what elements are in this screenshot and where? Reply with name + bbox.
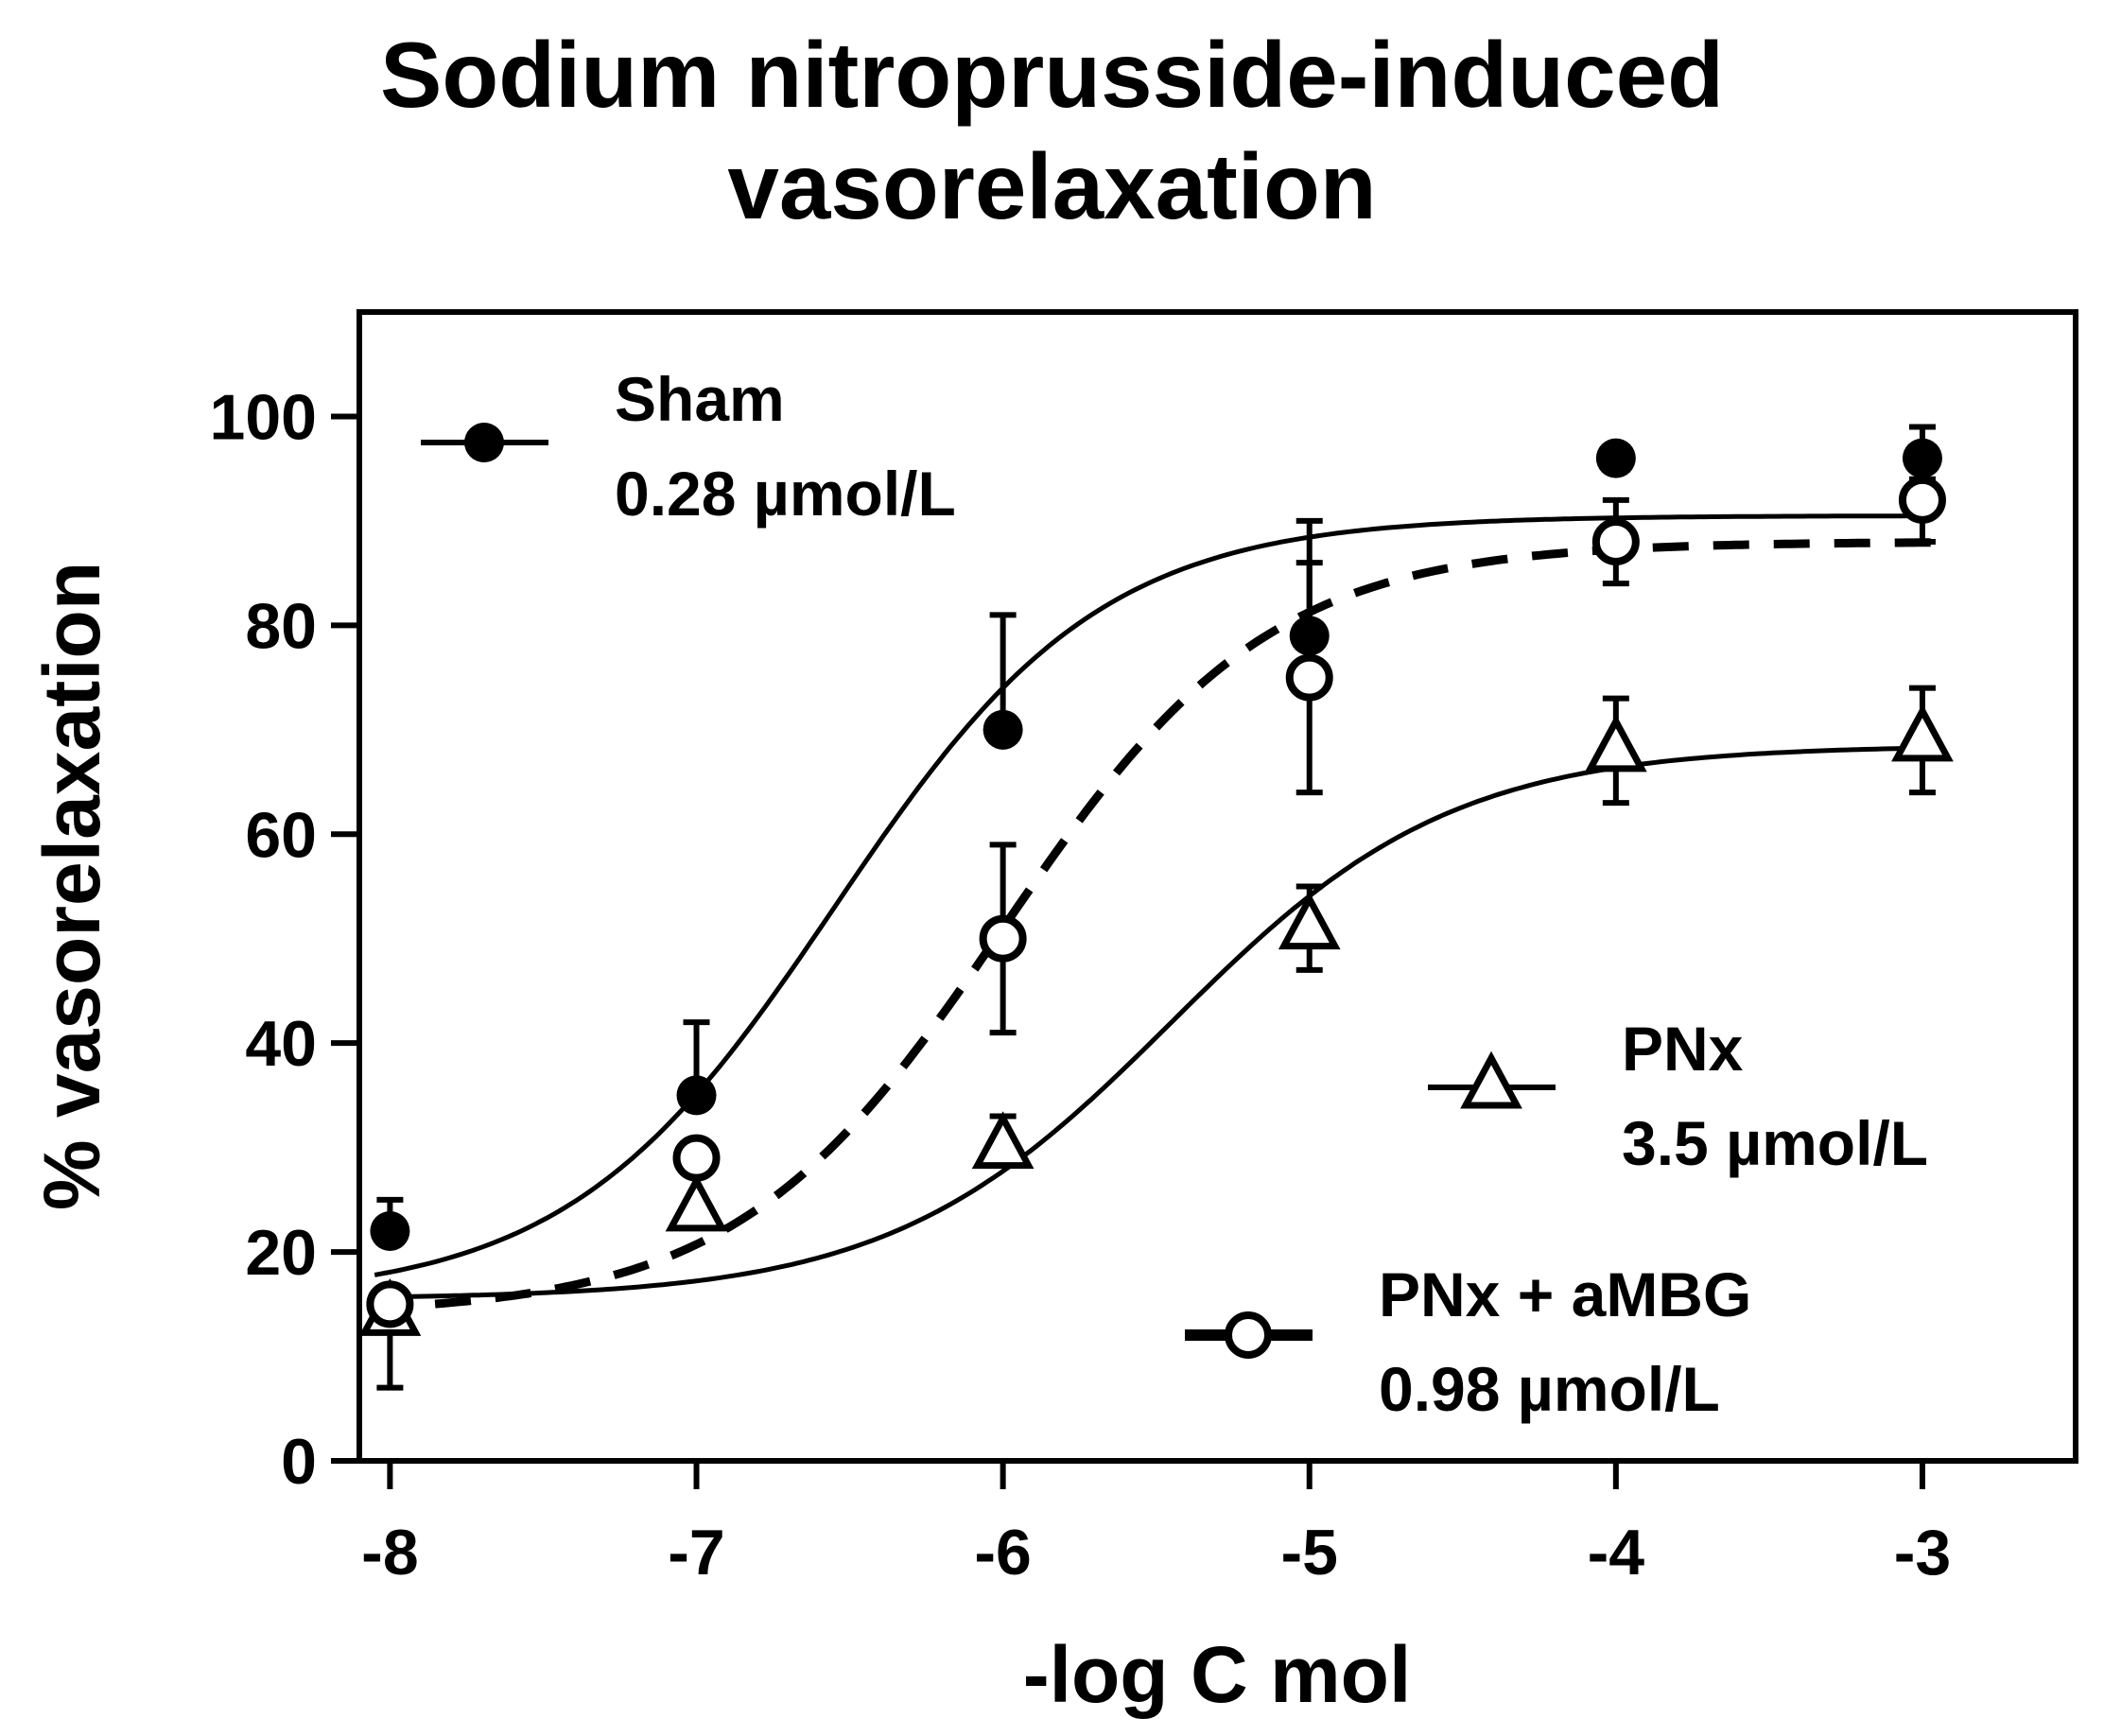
- legend-pnx-label: PNx: [1622, 1014, 1744, 1084]
- pnx-fit-curve: [374, 745, 1939, 1300]
- y-axis-title: % vasorelaxation: [27, 562, 116, 1210]
- sham-point: [1289, 616, 1330, 656]
- y-tick-label: 60: [245, 799, 317, 871]
- sham-point: [1595, 438, 1636, 478]
- pnx-point: [971, 1111, 1035, 1170]
- chart-title: Sodium nitroprusside-induced vasorelaxat…: [0, 19, 2104, 242]
- pnx-ambg-fit-curve: [374, 538, 1939, 1312]
- y-tick-label: 40: [245, 1008, 317, 1080]
- pnx-point: [1891, 703, 1954, 762]
- pnx-ambg-point: [1285, 653, 1333, 702]
- pnx-point: [1584, 714, 1647, 773]
- pnx-ambg-point: [366, 1280, 414, 1328]
- plot-frame: [356, 309, 2078, 1464]
- legend-sham-ec50: 0.28 µmol/L: [615, 459, 956, 529]
- chart-title-line2: vasorelaxation: [727, 134, 1377, 238]
- x-tick-label: -6: [974, 1517, 1031, 1588]
- x-tick-label: -3: [1894, 1517, 1951, 1588]
- pnx-ambg-point: [979, 914, 1027, 963]
- sham-point: [982, 709, 1023, 750]
- y-tick-label: 100: [210, 381, 317, 453]
- legend-pnx-ambg-label: PNx + aMBG: [1379, 1259, 1751, 1329]
- sham-point: [676, 1075, 717, 1116]
- pnx-ambg-point: [1591, 518, 1640, 565]
- y-tick-label: 20: [245, 1217, 317, 1289]
- axis-ticks: -8 -7 -6 -5 -4 -3 0 20 40 60 80 100: [210, 381, 1952, 1588]
- x-tick-label: -7: [668, 1517, 724, 1588]
- error-bars: [376, 424, 1936, 1391]
- fit-curves: [374, 513, 1939, 1312]
- x-tick-label: -8: [361, 1517, 418, 1588]
- sham-point: [370, 1211, 410, 1251]
- pnx-point: [1278, 892, 1341, 950]
- pnx-ambg-point: [672, 1134, 721, 1182]
- legend-pnx-ec50: 3.5 µmol/L: [1622, 1108, 1928, 1178]
- pnx-ambg-point: [1898, 476, 1946, 524]
- y-tick-label: 0: [281, 1426, 317, 1498]
- legend-pnx-ambg-ec50: 0.98 µmol/L: [1379, 1354, 1720, 1424]
- x-axis-title: -log C mol: [1023, 1630, 1412, 1719]
- x-tick-label: -4: [1588, 1517, 1645, 1588]
- legend: Sham 0.28 µmol/L PNx 3.5 µmol/L PNx + aMBG 0.…: [421, 364, 1928, 1424]
- legend-sham-marker: [464, 423, 504, 462]
- legend-pnx-ambg-marker: [1225, 1311, 1272, 1359]
- pnx-point: [665, 1173, 728, 1232]
- chart-title-line1: Sodium nitroprusside-induced: [379, 23, 1725, 127]
- data-markers: [358, 438, 1954, 1336]
- x-tick-label: -5: [1280, 1517, 1337, 1588]
- sham-point: [1902, 438, 1942, 478]
- legend-sham-label: Sham: [615, 364, 785, 434]
- legend-pnx-marker: [1460, 1050, 1522, 1109]
- sham-fit-curve: [374, 513, 1939, 1277]
- y-tick-label: 80: [245, 590, 317, 662]
